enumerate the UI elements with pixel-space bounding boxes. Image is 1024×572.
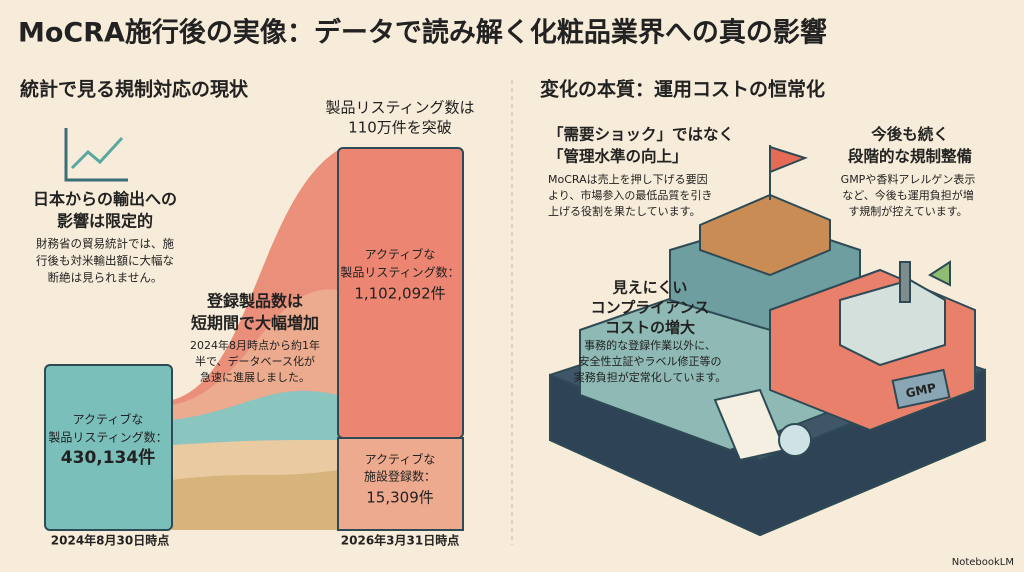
- note-title: 影響は限定的: [57, 212, 153, 231]
- flow-bands: [172, 150, 338, 530]
- point-title: 見えにくい: [612, 279, 688, 297]
- bar-label: アクティブな: [73, 412, 144, 427]
- point-title: 「需要ショック」ではなく: [548, 125, 734, 144]
- bar-label: 製品リスティング数：: [340, 265, 459, 280]
- point-body: 事務的な登録作業以外に、: [584, 338, 716, 352]
- callout: 110万件を突破: [348, 119, 452, 137]
- point-body: より、市場参入の最低品質を引き: [548, 188, 712, 202]
- illustration: [549, 145, 986, 537]
- note-body: 急速に進展しました。: [200, 370, 310, 384]
- chart-icon: [64, 128, 128, 182]
- point-title: コストの増大: [605, 319, 695, 337]
- bar-label: 製品リスティング数：: [48, 430, 167, 445]
- bar-2026-facilities: [337, 437, 464, 531]
- point-body: 実務負担が定常化しています。: [574, 370, 727, 384]
- point-title: 「管理水準の向上」: [548, 147, 688, 166]
- footer: NotebookLM: [952, 557, 1014, 568]
- bar-value: 15,309件: [366, 489, 434, 507]
- point-body: 安全性立証やラベル修正等の: [579, 354, 722, 368]
- date-label: 2024年8月30日時点: [51, 533, 169, 548]
- note-title: 短期間で大幅増加: [191, 314, 319, 333]
- bar-value: 1,102,092件: [354, 285, 445, 303]
- note-body: 半で、データベース化が: [195, 354, 315, 368]
- point-body: GMPや香料アレルゲン表示: [841, 172, 976, 186]
- note-title: 登録製品数は: [206, 292, 303, 311]
- note-body: 行後も対米輸出額に大幅な: [36, 254, 174, 268]
- point-body: 上げる役割を果たしています。: [548, 204, 701, 218]
- point-body: など、今後も運用負担が増: [842, 188, 973, 202]
- section-heading: 変化の本質：運用コストの恒常化: [540, 78, 825, 101]
- bar-label: アクティブな: [365, 452, 436, 467]
- bar-label: 施設登録数：: [364, 469, 436, 484]
- bar-2024: [44, 364, 173, 531]
- point-body: MoCRAは売上を押し下げる要因: [548, 172, 708, 186]
- title: MoCRA施行後の実像：データで読み解く化粧品業界への真の影響: [18, 17, 827, 49]
- callout: 製品リスティング数は: [325, 99, 474, 117]
- point-body: す規制が控えています。: [848, 204, 967, 218]
- note-body: 断絶は見られません。: [48, 271, 163, 285]
- point-title: コンプライアンス: [591, 299, 710, 317]
- bar-value: 430,134件: [61, 447, 155, 468]
- bar-label: アクティブな: [365, 247, 436, 262]
- badge: GMP: [904, 380, 937, 400]
- note-title: 日本からの輸出への: [33, 190, 177, 209]
- point-title: 今後も続く: [871, 125, 949, 144]
- point-title: 段階的な規制整備: [848, 147, 972, 166]
- date-label: 2026年3月31日時点: [341, 533, 459, 548]
- section-heading: 統計で見る規制対応の現状: [20, 78, 249, 101]
- note-body: 2024年8月時点から約1年: [190, 338, 320, 352]
- note-body: 財務省の貿易統計では、施: [36, 237, 174, 251]
